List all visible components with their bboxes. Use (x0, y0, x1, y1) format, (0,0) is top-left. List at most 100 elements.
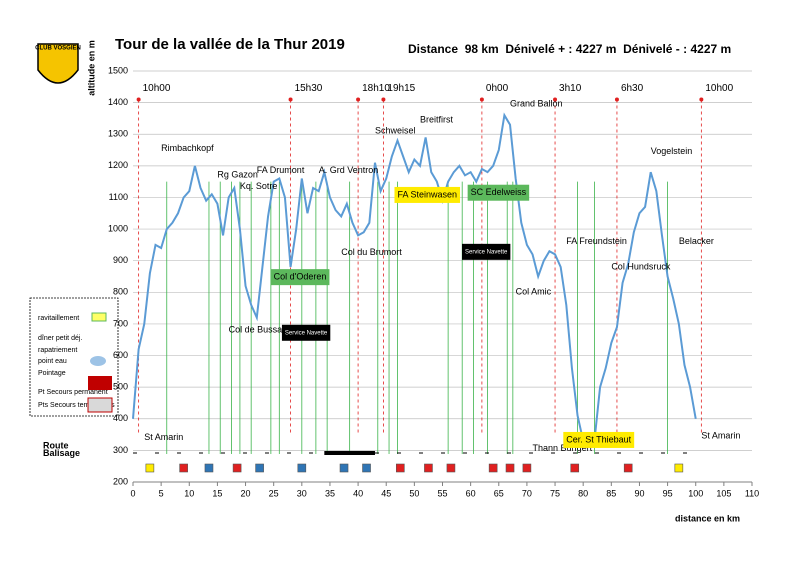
x-tick-label: 50 (409, 488, 419, 498)
x-tick-label: 105 (716, 488, 731, 498)
x-tick-label: 15 (212, 488, 222, 498)
balisage-mark (623, 463, 633, 473)
y-tick-label: 1300 (108, 129, 128, 139)
x-tick-label: 30 (297, 488, 307, 498)
x-tick-label: 70 (522, 488, 532, 498)
time-label: 18h10 (362, 83, 390, 94)
chart-title: Tour de la vallée de la Thur 2019 (115, 36, 345, 53)
y-tick-label: 1000 (108, 223, 128, 233)
profile-line (132, 112, 697, 446)
place-label: Grand Ballon (510, 99, 563, 109)
balisage-mark (505, 463, 515, 473)
label-box (462, 243, 511, 260)
balisage-mark (570, 463, 580, 473)
place-label: Route (43, 441, 69, 451)
x-tick-label: 35 (325, 488, 335, 498)
y-tick-label: 200 (113, 476, 128, 486)
balisage-mark (488, 463, 498, 473)
balisage-mark (232, 463, 242, 473)
balisage-mark (446, 463, 456, 473)
legend-label: rapatriement (38, 347, 77, 354)
place-label: Thann Bungert (533, 443, 593, 453)
place-label: Col de Bussang (229, 325, 293, 335)
legend-label: point eau (38, 358, 67, 365)
place-label: Schweisel (375, 125, 416, 135)
chart-subtitle: Distance 98 km Dénivelé + : 4227 m Déniv… (408, 42, 731, 56)
place-label: SC Edelweiss (471, 187, 527, 197)
logo-text: CLUB VOSGIEN (35, 46, 81, 52)
legend-label: Pts Secours temporaires (38, 402, 115, 409)
route-segment (324, 451, 375, 455)
y-tick-label: 600 (113, 350, 128, 360)
balisage-mark (362, 463, 371, 473)
x-tick-label: 65 (494, 488, 504, 498)
time-dot (381, 97, 386, 102)
x-tick-label: 20 (241, 488, 251, 498)
place-label: Breitfirst (420, 114, 454, 124)
place-label: Vogelstein (651, 146, 693, 156)
y-tick-label: 1200 (108, 160, 128, 170)
time-label: 19h15 (387, 83, 415, 94)
x-tick-label: 95 (663, 488, 673, 498)
place-label: Cer. St Thiebaut (566, 434, 631, 444)
x-tick-label: 55 (437, 488, 447, 498)
time-dot (553, 97, 558, 102)
time-label: 3h10 (559, 83, 582, 94)
label-box (563, 431, 635, 448)
x-tick-label: 85 (606, 488, 616, 498)
time-dot (288, 97, 293, 102)
x-tick-label: 80 (578, 488, 588, 498)
x-tick-label: 110 (745, 488, 759, 498)
x-tick-label: 90 (634, 488, 644, 498)
y-tick-label: 900 (113, 255, 128, 265)
label-box (394, 186, 461, 203)
time-dot (614, 97, 619, 102)
place-label: Col du Brumort (341, 247, 402, 257)
place-label: FA Drumont (257, 165, 305, 175)
legend-swatch (91, 312, 107, 322)
label-box (281, 324, 331, 341)
balisage-mark (339, 463, 349, 473)
y-tick-label: 1500 (108, 65, 128, 75)
place-label: Col Amic (516, 287, 552, 297)
x-axis-label: distance en km (675, 513, 740, 523)
place-label: Belacker (679, 236, 714, 246)
x-tick-label: 40 (353, 488, 363, 498)
legend-label: ravitaillement (38, 315, 79, 322)
time-label: 10h00 (705, 83, 733, 94)
x-tick-label: 25 (269, 488, 279, 498)
x-tick-label: 100 (688, 488, 703, 498)
legend-swatch (87, 397, 113, 413)
place-label: Col d'Oderen (274, 272, 327, 282)
label-box (467, 184, 530, 201)
y-tick-label: 400 (113, 413, 128, 423)
balisage-mark (297, 463, 307, 473)
balisage-mark (204, 463, 214, 473)
label-box (270, 269, 330, 286)
time-label: 6h30 (621, 83, 644, 94)
balisage-mark (255, 463, 264, 473)
balisage-mark (145, 463, 155, 473)
time-label: 15h30 (295, 83, 323, 94)
y-tick-label: 700 (113, 318, 128, 328)
place-label: Balisage (43, 448, 80, 458)
place-label: FA Steinwasen (397, 189, 457, 199)
balisage-mark (522, 463, 532, 473)
place-label: A. Grd Ventron (319, 165, 379, 175)
balisage-mark (674, 463, 684, 473)
place-label: St Amarin (144, 432, 183, 442)
balisage-mark (395, 463, 405, 473)
balisage-mark (179, 463, 188, 473)
legend-swatch (88, 376, 112, 390)
place-label: Service Navette (285, 330, 328, 336)
place-label: Col Hundsruck (611, 261, 671, 271)
place-label: Rimbachkopf (161, 143, 214, 153)
time-dot (136, 97, 141, 102)
time-label: 10h00 (143, 83, 171, 94)
place-label: Rg Gazon (217, 170, 258, 180)
place-label: Service Navette (465, 249, 508, 255)
balisage-mark (424, 463, 433, 473)
y-tick-label: 1400 (108, 97, 128, 107)
time-label: 0h00 (486, 83, 509, 94)
